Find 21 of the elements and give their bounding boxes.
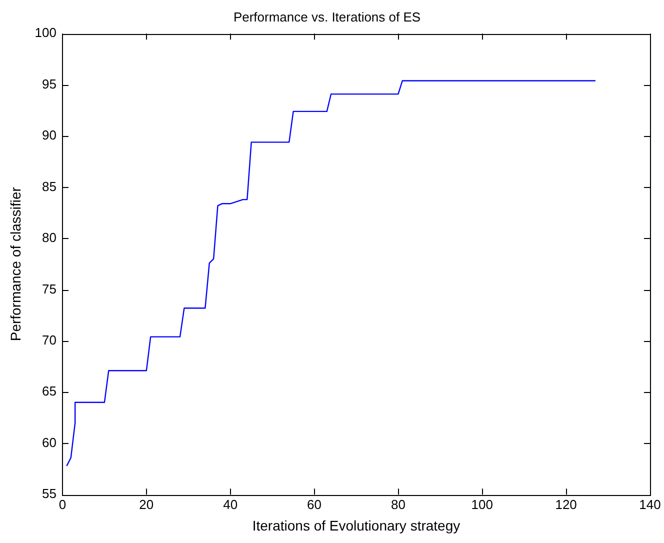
x-tick-label: 100 xyxy=(471,496,493,512)
x-tick-label: 80 xyxy=(390,496,406,512)
y-tick-label: 100 xyxy=(34,25,56,40)
y-tick-label: 90 xyxy=(42,128,56,143)
y-tick-label: 75 xyxy=(42,281,56,296)
y-tick-label: 55 xyxy=(42,486,56,502)
y-axis-title: Performance of classifier xyxy=(7,186,24,342)
y-tick-label: 70 xyxy=(42,332,56,348)
y-tick-label: 95 xyxy=(42,76,56,92)
y-tick-label: 65 xyxy=(42,384,56,399)
x-tick-label: 0 xyxy=(58,496,66,512)
x-axis-title: Iterations of Evolutionary strategy xyxy=(252,517,460,534)
y-tick-label: 60 xyxy=(42,434,56,450)
y-tick-label: 85 xyxy=(42,178,56,194)
x-tick-label: 60 xyxy=(307,496,322,512)
x-tick-label: 140 xyxy=(639,496,661,512)
chart-title: Performance vs. Iterations of ES xyxy=(233,9,421,24)
x-tick-label: 40 xyxy=(223,496,238,512)
x-tick-label: 20 xyxy=(139,496,154,512)
y-tick-label: 80 xyxy=(42,230,56,246)
x-tick-label: 120 xyxy=(555,496,577,512)
